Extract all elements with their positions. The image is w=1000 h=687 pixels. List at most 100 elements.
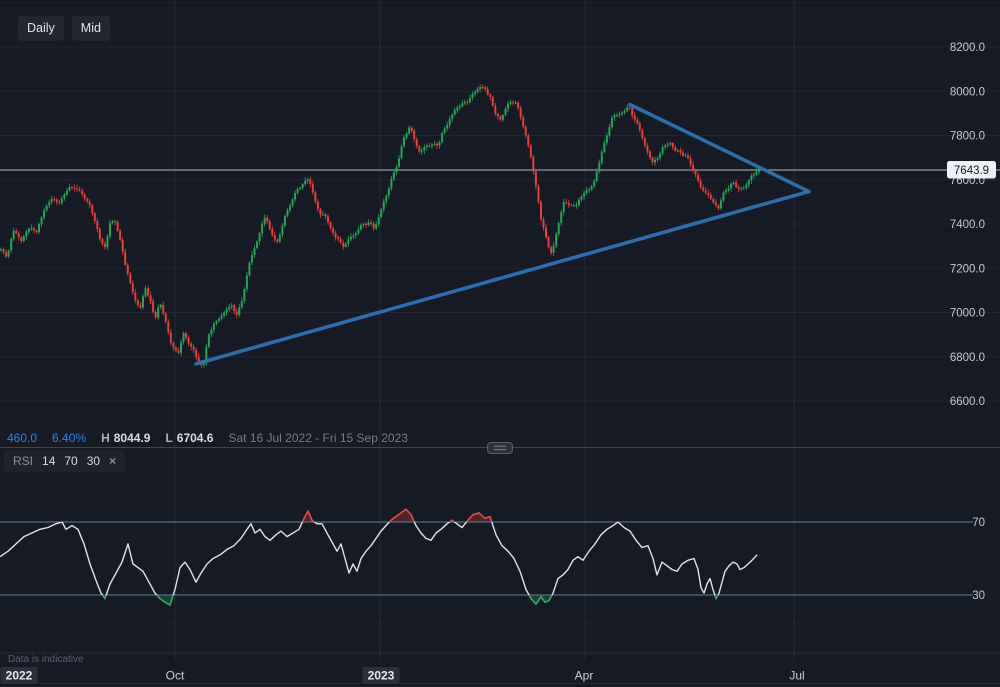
candle-body xyxy=(583,192,586,197)
candle-body xyxy=(70,186,73,188)
rsi-tick-label: 30 xyxy=(972,590,985,602)
trendline-upper[interactable] xyxy=(628,102,811,194)
candle-body xyxy=(603,142,606,153)
candle-body xyxy=(139,304,142,308)
change-percent: 6.40% xyxy=(52,431,87,445)
candle-body xyxy=(68,186,71,191)
date-range: Sat 16 Jul 2022 - Fri 15 Sep 2023 xyxy=(228,431,408,445)
candle-body xyxy=(755,171,758,175)
pane-resize-handle[interactable] xyxy=(487,442,513,454)
candle-body xyxy=(575,204,578,206)
time-axis-badge xyxy=(0,667,38,684)
candle-body xyxy=(370,222,373,224)
candle-body xyxy=(745,184,748,188)
candle-body xyxy=(727,188,730,191)
candle-body xyxy=(479,86,482,90)
candle-body xyxy=(245,275,248,290)
candle-body xyxy=(397,158,400,167)
candle-body xyxy=(5,252,8,257)
candle-body xyxy=(327,216,330,223)
candle-body xyxy=(730,183,733,189)
candle-body xyxy=(334,233,337,238)
candle-body xyxy=(144,288,147,297)
candle-body xyxy=(121,239,124,252)
candle-body xyxy=(126,265,129,275)
candle-body xyxy=(595,171,598,181)
candle-body xyxy=(174,347,177,351)
candle-body xyxy=(722,192,725,201)
price-mode-button[interactable]: Mid xyxy=(71,16,110,41)
candle-body xyxy=(258,233,261,242)
candle-body xyxy=(380,209,383,218)
interval-button[interactable]: Daily xyxy=(18,16,64,41)
candle-body xyxy=(347,239,350,244)
rsi-overbought-fill xyxy=(0,509,757,522)
price-axis[interactable]: 8200.08000.07800.07600.07400.07200.07000… xyxy=(950,42,985,408)
candle-body xyxy=(425,145,428,148)
candle-body xyxy=(268,221,271,230)
candle-body xyxy=(527,135,530,146)
candle-body xyxy=(638,123,641,131)
rsi-oversold-fill xyxy=(0,595,757,605)
candle-body xyxy=(149,295,152,302)
candle-body xyxy=(481,86,484,88)
candle-body xyxy=(737,187,740,190)
rsi-axis[interactable]: 70 30 xyxy=(972,517,985,602)
price-tick-label: 6600.0 xyxy=(950,396,985,408)
candle-body xyxy=(215,320,218,324)
candle-body xyxy=(476,89,479,93)
candle-body xyxy=(190,343,193,347)
candle-body xyxy=(570,205,573,207)
candle-body xyxy=(185,333,188,338)
candle-body xyxy=(172,343,175,348)
candle-body xyxy=(562,202,565,213)
candle-body xyxy=(415,139,418,147)
candle-body xyxy=(228,306,231,310)
candle-body xyxy=(337,237,340,240)
rsi-length: 14 xyxy=(42,454,56,468)
candle-body xyxy=(365,224,368,226)
candle-body xyxy=(230,305,233,307)
candle-body xyxy=(580,196,583,200)
time-axis-badge xyxy=(362,667,400,684)
price-tick-label: 7000.0 xyxy=(950,308,985,320)
candle-body xyxy=(344,243,347,247)
candle-body xyxy=(65,190,68,195)
rsi-legend[interactable]: RSI 14 70 30 × xyxy=(4,450,126,472)
candle-body xyxy=(32,228,35,231)
candle-body xyxy=(141,296,144,308)
candle-body xyxy=(286,210,289,216)
candle-body xyxy=(560,212,563,224)
candle-body xyxy=(375,224,378,229)
candle-body xyxy=(717,205,720,209)
candle-body xyxy=(119,230,122,240)
time-tick-label: Jul xyxy=(789,669,804,683)
time-axis[interactable]: 2022 Oct 2023 Apr Jul xyxy=(0,667,805,684)
candle-body xyxy=(474,92,477,94)
candle-body xyxy=(362,224,365,226)
candle-body xyxy=(550,247,553,253)
price-tick-label: 7400.0 xyxy=(950,219,985,231)
candle-body xyxy=(524,126,527,136)
close-icon[interactable]: × xyxy=(109,454,117,468)
candle-body xyxy=(152,301,155,313)
candle-body xyxy=(306,179,309,181)
change-value: 460.0 xyxy=(7,431,38,445)
candle-body xyxy=(159,304,162,308)
candle-body xyxy=(451,114,454,120)
candle-body xyxy=(709,194,712,199)
candle-body xyxy=(707,192,710,195)
candle-body xyxy=(329,222,332,229)
candle-body xyxy=(681,152,684,156)
trendline-lower[interactable] xyxy=(194,189,811,366)
candle-body xyxy=(598,162,601,172)
candle-body xyxy=(106,236,109,248)
candle-body xyxy=(529,145,532,157)
candle-body xyxy=(78,189,81,191)
candle-body xyxy=(486,89,489,95)
candle-body xyxy=(273,235,276,240)
candle-body xyxy=(352,235,355,237)
status-bar: 460.0 6.40% H 8044.9 L 6704.6 Sat 16 Jul… xyxy=(7,431,408,445)
candle-body xyxy=(283,215,286,226)
